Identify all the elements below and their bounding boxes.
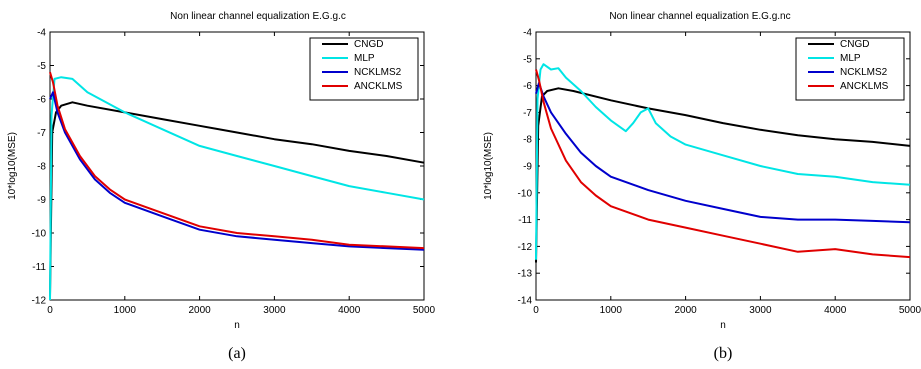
legend-label: ANCKLMS <box>354 81 403 92</box>
x-tick-label: 2000 <box>674 305 697 316</box>
x-tick-label: 4000 <box>338 305 361 316</box>
legend-box <box>795 37 905 101</box>
y-tick-label: -13 <box>518 269 533 280</box>
x-tick-label: 2000 <box>188 305 211 316</box>
series-line-mlp <box>535 63 911 260</box>
x-tick-label: 0 <box>533 305 539 316</box>
y-tick-label: -10 <box>518 188 533 199</box>
y-axis-label: 10*log10(MSE) <box>7 132 18 200</box>
y-tick-label: -8 <box>37 162 46 173</box>
y-tick-label: -7 <box>523 108 532 119</box>
x-axis-label: n <box>720 320 726 331</box>
legend-label: MLP <box>354 53 375 64</box>
series-line-ncklms2 <box>535 81 911 224</box>
y-tick-label: -6 <box>523 81 532 92</box>
legend-label: NCKLMS2 <box>840 67 888 78</box>
x-tick-label: 5000 <box>899 305 921 316</box>
axis-ticks: 0 1000 2000 3000 4000 5000 -12 -11 -10 -9 -8 -7 -6 -5… <box>32 28 436 317</box>
legend: CNGD MLP NCKLMS2 ANCKLMS <box>309 37 419 101</box>
y-tick-label: -9 <box>37 195 46 206</box>
y-tick-label: -5 <box>523 54 532 65</box>
y-tick-label: -9 <box>523 162 532 173</box>
y-tick-label: -10 <box>32 229 47 240</box>
legend-label: ANCKLMS <box>840 81 889 92</box>
legend-box <box>309 37 419 101</box>
y-tick-label: -7 <box>37 128 46 139</box>
legend-label: MLP <box>840 53 861 64</box>
y-tick-label: -11 <box>518 215 532 226</box>
legend-label: CNGD <box>354 39 383 50</box>
chart-title: Non linear channel equalization E.G.g.c <box>170 11 346 22</box>
x-tick-label: 1000 <box>114 305 137 316</box>
series-line-mlp <box>49 76 425 301</box>
axis-ticks: 0 1000 2000 3000 4000 5000 -14 -13 -12 -11 -10 -9 -8… <box>518 28 921 317</box>
y-tick-label: -4 <box>523 28 532 39</box>
legend-label: NCKLMS2 <box>354 67 402 78</box>
series-lines <box>535 63 911 263</box>
series-line-ncklms2 <box>49 91 425 251</box>
legend: CNGD MLP NCKLMS2 ANCKLMS <box>795 37 905 101</box>
chart-panel-b: Non linear channel equalization E.G.g.nc… <box>483 11 921 362</box>
panel-caption: (a) <box>228 345 246 362</box>
y-axis-label: 10*log10(MSE) <box>483 132 494 200</box>
series-line-ancklms <box>535 69 911 259</box>
y-tick-label: -4 <box>37 28 46 39</box>
y-tick-label: -14 <box>518 296 533 307</box>
y-tick-label: -12 <box>32 296 47 307</box>
x-tick-label: 3000 <box>749 305 772 316</box>
y-tick-label: -11 <box>32 262 46 273</box>
legend-label: CNGD <box>840 39 869 50</box>
chart-title: Non linear channel equalization E.G.g.nc <box>609 11 790 22</box>
series-lines <box>49 71 425 301</box>
panel-caption: (b) <box>714 345 733 362</box>
y-tick-label: -12 <box>518 242 533 253</box>
x-tick-label: 5000 <box>413 305 436 316</box>
y-tick-label: -8 <box>523 135 532 146</box>
x-tick-label: 1000 <box>600 305 623 316</box>
x-axis-label: n <box>234 320 240 331</box>
x-tick-label: 4000 <box>824 305 847 316</box>
series-line-ancklms <box>49 71 425 250</box>
x-tick-label: 3000 <box>263 305 286 316</box>
x-tick-label: 0 <box>47 305 53 316</box>
y-tick-label: -6 <box>37 95 46 106</box>
chart-panel-a: Non linear channel equalization E.G.g.c … <box>7 11 436 362</box>
y-tick-label: -5 <box>37 61 46 72</box>
